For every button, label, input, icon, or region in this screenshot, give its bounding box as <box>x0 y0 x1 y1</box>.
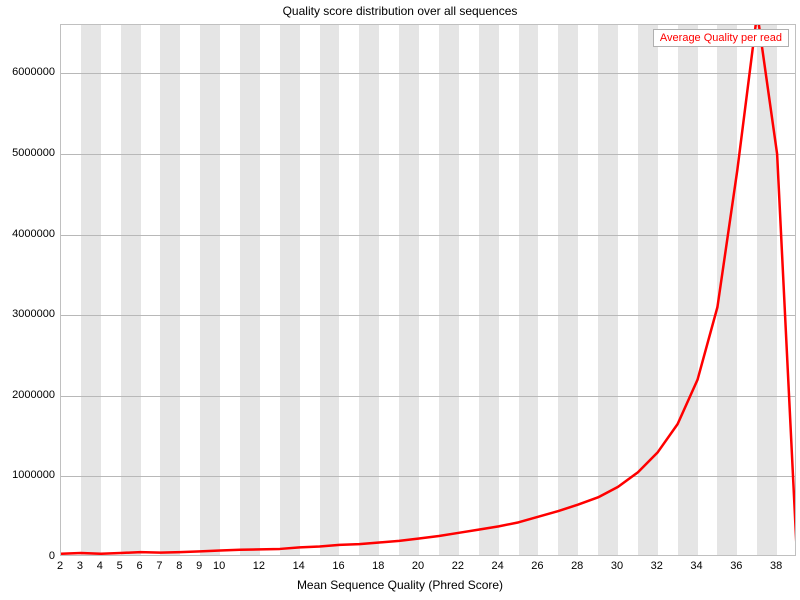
line-series <box>61 25 796 556</box>
x-tick-label: 26 <box>531 560 543 572</box>
x-tick-label: 3 <box>77 560 83 572</box>
x-tick-label: 32 <box>651 560 663 572</box>
legend: Average Quality per read <box>653 29 789 47</box>
quality-score-chart: Quality score distribution over all sequ… <box>0 0 800 600</box>
x-tick-label: 8 <box>176 560 182 572</box>
y-tick-label: 1000000 <box>0 469 55 481</box>
x-tick-label: 18 <box>372 560 384 572</box>
x-tick-label: 20 <box>412 560 424 572</box>
x-tick-label: 6 <box>137 560 143 572</box>
x-tick-label: 12 <box>253 560 265 572</box>
x-tick-label: 24 <box>491 560 503 572</box>
x-tick-label: 14 <box>293 560 305 572</box>
legend-label: Average Quality per read <box>660 32 782 44</box>
x-tick-label: 30 <box>611 560 623 572</box>
x-tick-label: 2 <box>57 560 63 572</box>
x-tick-label: 36 <box>730 560 742 572</box>
x-tick-label: 7 <box>156 560 162 572</box>
y-tick-label: 2000000 <box>0 389 55 401</box>
x-axis-label: Mean Sequence Quality (Phred Score) <box>0 578 800 592</box>
series-line <box>61 25 796 556</box>
x-tick-label: 5 <box>117 560 123 572</box>
x-tick-label: 34 <box>690 560 702 572</box>
y-tick-label: 5000000 <box>0 147 55 159</box>
y-tick-label: 0 <box>0 550 55 562</box>
y-tick-label: 4000000 <box>0 228 55 240</box>
x-tick-label: 16 <box>332 560 344 572</box>
x-tick-label: 22 <box>452 560 464 572</box>
x-tick-label: 38 <box>770 560 782 572</box>
chart-title: Quality score distribution over all sequ… <box>0 4 800 18</box>
x-tick-label: 9 <box>196 560 202 572</box>
plot-area: Average Quality per read <box>60 24 796 556</box>
x-tick-label: 28 <box>571 560 583 572</box>
y-tick-label: 3000000 <box>0 308 55 320</box>
x-tick-label: 4 <box>97 560 103 572</box>
x-tick-label: 10 <box>213 560 225 572</box>
y-tick-label: 6000000 <box>0 66 55 78</box>
